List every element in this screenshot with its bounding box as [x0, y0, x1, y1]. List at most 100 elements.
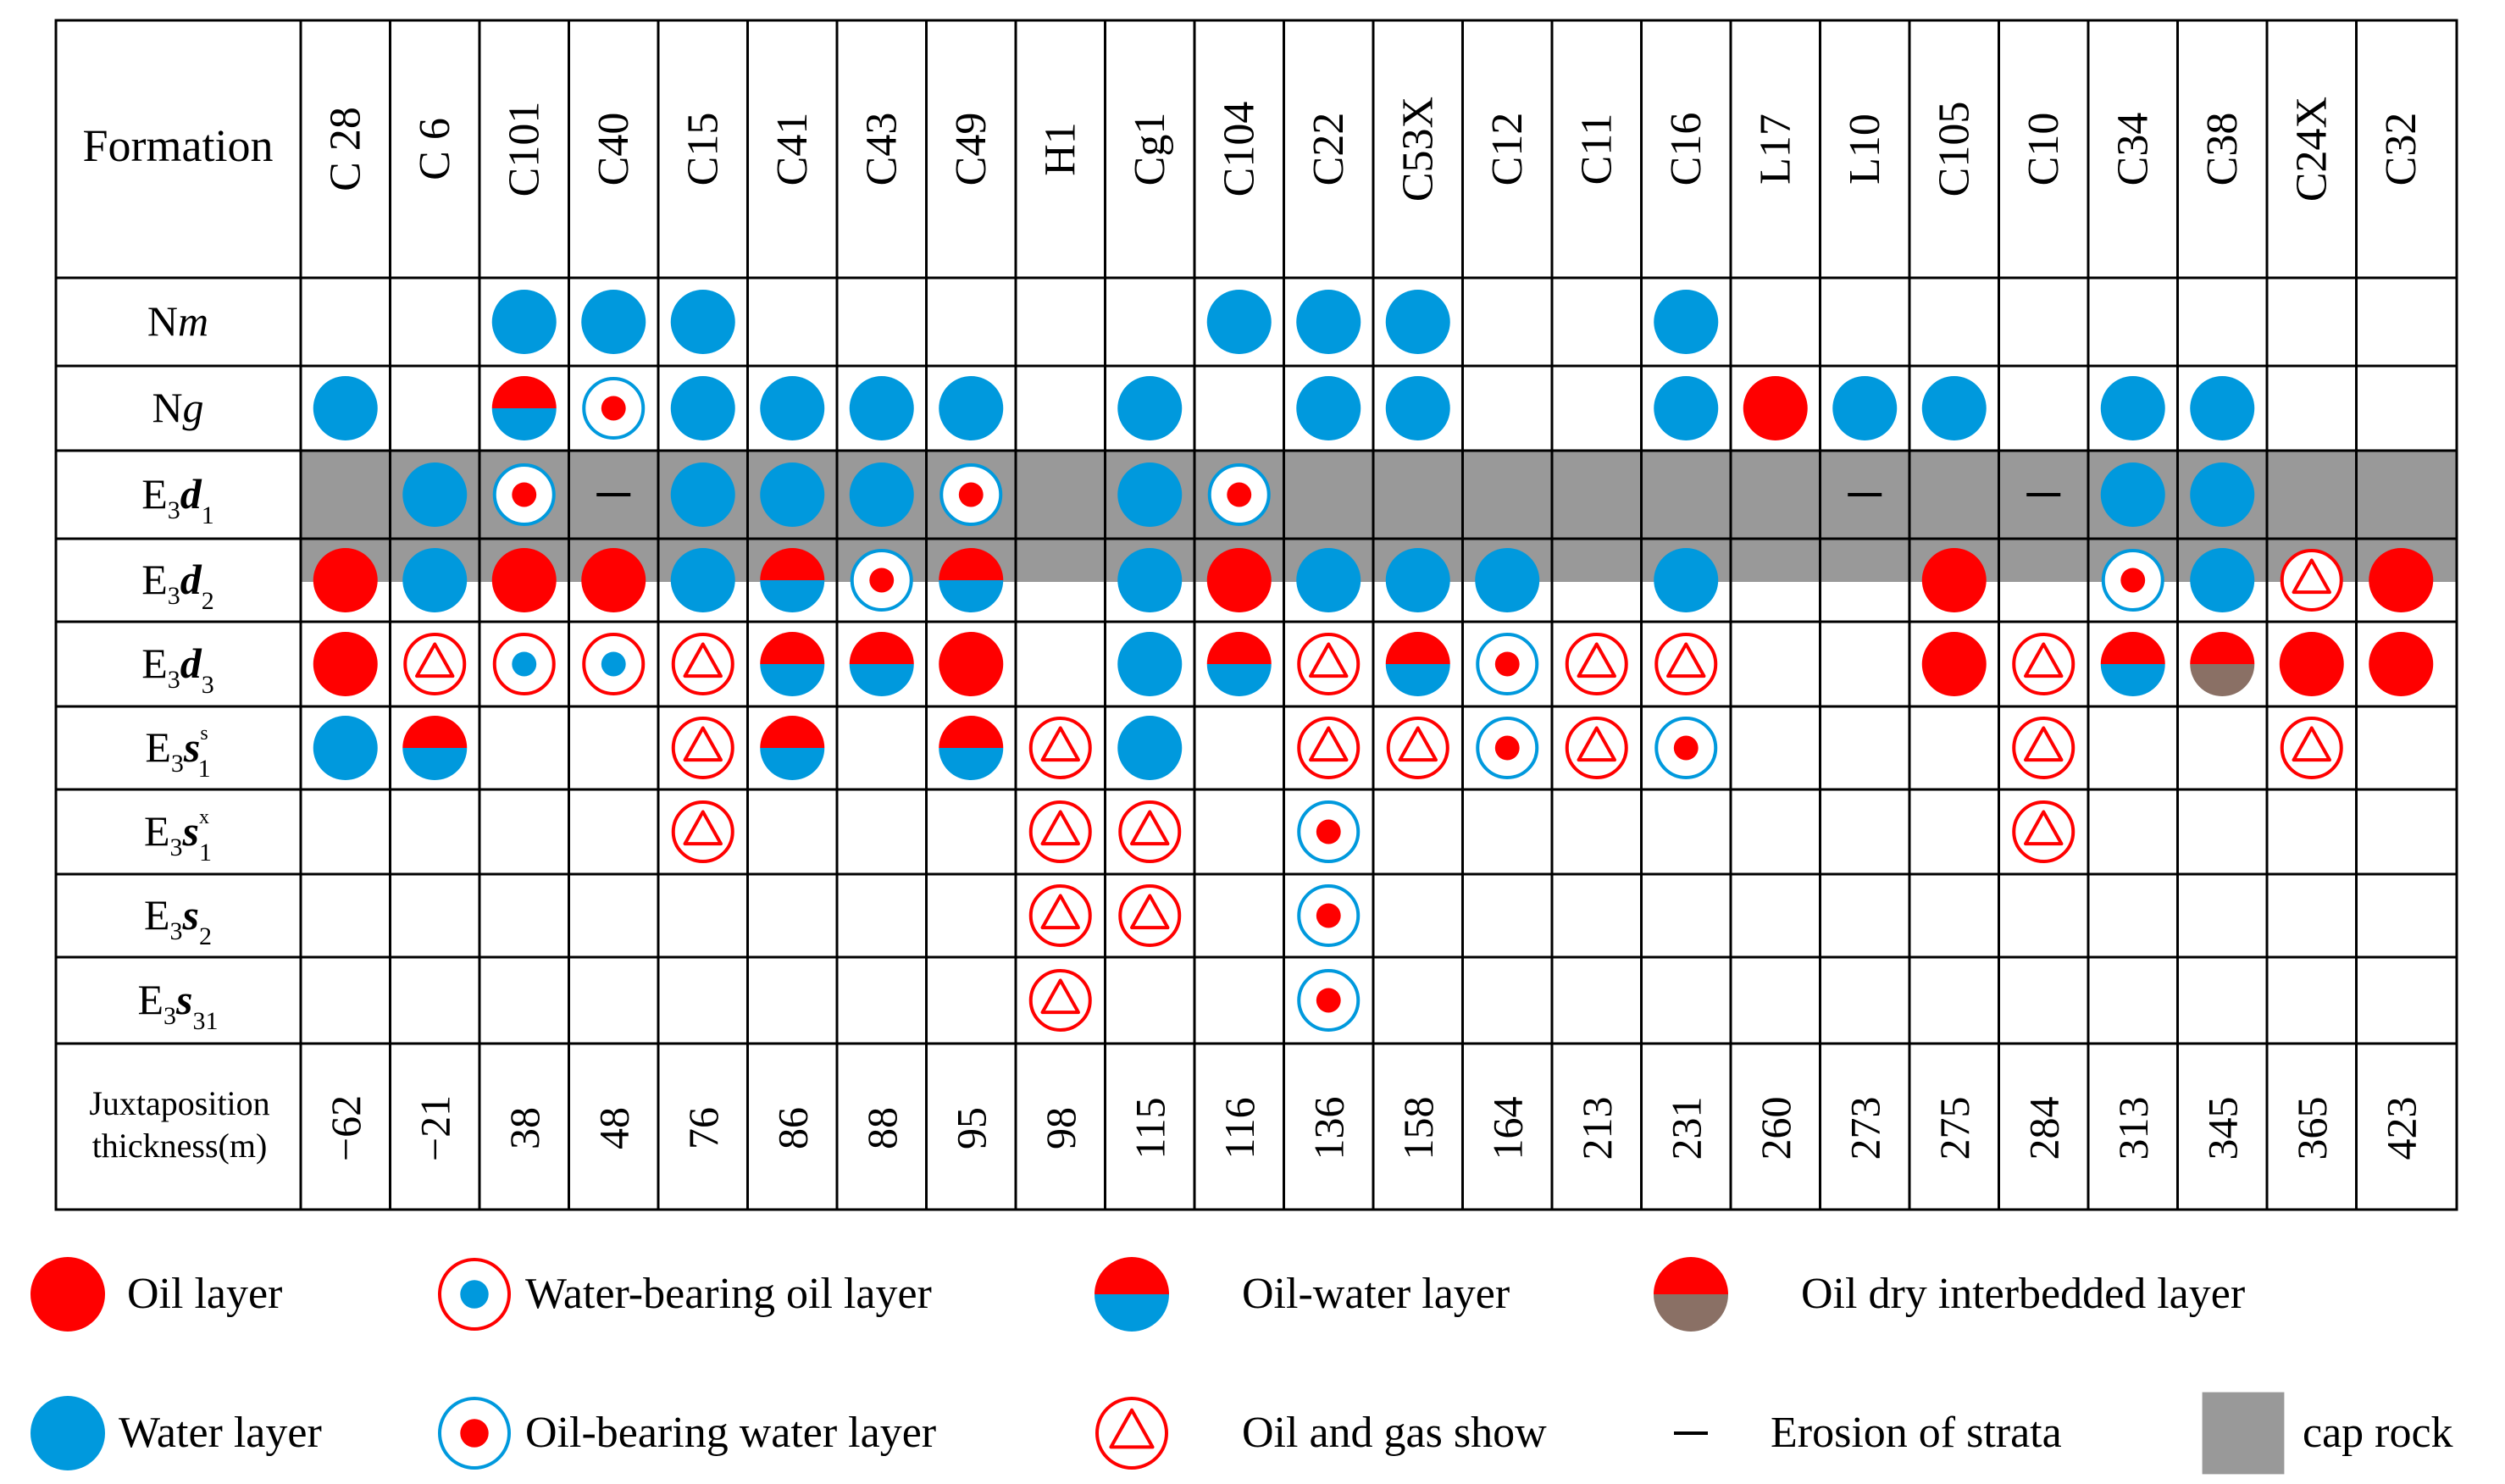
water-half-icon	[760, 580, 825, 612]
legend-label: Erosion of strata	[1771, 1409, 2062, 1457]
oil-half-icon	[2100, 632, 2165, 664]
oil-dot-icon	[2120, 568, 2146, 593]
show-triangle-icon	[415, 642, 455, 678]
formation-label: E3ss 1	[145, 723, 210, 783]
legend-label: Water layer	[119, 1409, 322, 1457]
well-name: Cg1	[1126, 113, 1174, 186]
water-half-icon	[1206, 664, 1272, 696]
symbol-s	[1028, 800, 1092, 863]
well-name: C41	[768, 113, 817, 186]
show-ring-icon	[1297, 633, 1361, 695]
oil-layer-icon	[581, 548, 646, 612]
layer-symbols	[313, 290, 2434, 1032]
symbol-w	[670, 548, 735, 612]
symbol-obw	[1297, 800, 1361, 863]
symbol-w	[670, 376, 735, 440]
oil-dot-icon	[601, 396, 626, 421]
well-name: C38	[2198, 113, 2247, 186]
show-triangle-icon	[2024, 810, 2064, 846]
symbol-o	[2369, 632, 2434, 696]
symbol-s	[2280, 549, 2343, 612]
symbol-w	[1296, 290, 1361, 354]
well-names: C 28 C 6 C101 C40 C15 C41 C43 C49 H1 Cg1 C104 C22 C5…	[321, 97, 2425, 202]
symbol-o	[2369, 548, 2434, 612]
show-triangle-icon	[1040, 894, 1080, 930]
symbol-w	[849, 462, 914, 527]
symbol-obw	[1297, 969, 1361, 1032]
water-layer-icon	[1117, 376, 1183, 440]
symbol-obw	[1654, 717, 1718, 779]
show-ring-icon	[1118, 800, 1182, 863]
symbol-ow	[1095, 1257, 1169, 1332]
symbol-w	[1206, 290, 1272, 354]
thickness-value: −62	[322, 1095, 369, 1161]
oil-dot-icon	[1673, 735, 1699, 761]
well-name: C15	[679, 113, 727, 186]
thickness-value: 38	[501, 1107, 548, 1149]
legend-item: Water-bearing oil layer	[438, 1258, 932, 1331]
oil-dot-icon	[1494, 735, 1520, 761]
oil-half-icon	[939, 548, 1004, 580]
show-ring-icon	[671, 800, 734, 863]
water-layer-icon	[760, 462, 825, 527]
well-name: L17	[1751, 114, 1799, 185]
symbol-s	[2012, 800, 2075, 863]
symbol-w	[491, 290, 557, 354]
water-layer-icon	[1921, 376, 1987, 440]
water-layer-icon	[581, 290, 646, 354]
symbol-ow	[402, 716, 468, 781]
show-triangle-icon	[1309, 642, 1349, 678]
water-layer-icon	[1654, 548, 1719, 612]
table-border	[54, 19, 2458, 1211]
symbol-o	[939, 632, 1004, 696]
thickness-value: 213	[1573, 1097, 1621, 1160]
well-name: C34	[2109, 113, 2157, 186]
symbol-obw	[939, 463, 1003, 526]
show-ring-icon	[1095, 1397, 1168, 1470]
water-layer-icon	[2100, 462, 2165, 527]
symbol-ow	[760, 632, 825, 696]
symbol-ow	[1385, 632, 1450, 696]
show-triangle-icon	[1109, 1408, 1155, 1449]
well-name: C22	[1305, 113, 1353, 186]
thickness-value: 158	[1394, 1097, 1442, 1160]
formation-label: Nm	[147, 297, 208, 345]
show-ring-icon	[2012, 633, 2075, 695]
table-grid	[54, 19, 2458, 1211]
symbol-obw	[582, 377, 646, 440]
well-name: C11	[1572, 114, 1621, 186]
thickness-value: −21	[411, 1095, 458, 1161]
water-half-icon	[939, 748, 1004, 781]
oil-layer-icon	[1921, 548, 1987, 612]
oil-layer-icon	[2369, 632, 2434, 696]
oil-layer-icon	[1921, 632, 1987, 696]
water-half-icon	[491, 408, 557, 440]
well-name: C10	[2020, 113, 2068, 186]
symbol-obw	[1207, 463, 1271, 526]
symbol-obw	[850, 549, 913, 612]
symbol-w	[2100, 376, 2165, 440]
cap-rock-swatch-icon	[2202, 1392, 2285, 1475]
water-half-icon	[2100, 664, 2165, 696]
show-triangle-icon	[1398, 726, 1438, 762]
thickness-value: 86	[768, 1107, 816, 1149]
symbol-s	[2012, 633, 2075, 695]
show-triangle-icon	[2292, 726, 2331, 762]
symbol-wbo	[438, 1258, 511, 1331]
oil-layer-icon	[313, 548, 378, 612]
symbol-od	[1654, 1257, 1728, 1332]
thickness-value: 313	[2109, 1097, 2157, 1160]
oil-half-icon	[1206, 632, 1272, 664]
thickness-value: 284	[2020, 1097, 2067, 1160]
symbol-w	[1654, 290, 1719, 354]
symbol-s	[1386, 717, 1449, 779]
symbol-o	[30, 1257, 105, 1332]
oil-half-icon	[2190, 632, 2255, 664]
show-ring-icon	[1297, 717, 1361, 779]
symbol-w	[1654, 376, 1719, 440]
symbol-w	[1475, 548, 1540, 612]
symbol-o	[581, 548, 646, 612]
symbol-w	[1117, 548, 1183, 612]
oil-dot-icon	[1494, 651, 1520, 677]
water-layer-icon	[670, 290, 735, 354]
